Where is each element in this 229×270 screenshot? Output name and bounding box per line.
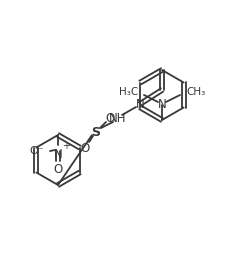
Text: O: O (53, 163, 63, 176)
Text: O: O (80, 141, 90, 154)
Text: H₃C: H₃C (119, 87, 138, 97)
Text: NH: NH (109, 112, 127, 124)
Text: +: + (62, 141, 70, 151)
Text: N: N (54, 148, 62, 161)
Text: O: O (105, 112, 115, 124)
Text: N: N (136, 97, 144, 110)
Text: CH₃: CH₃ (186, 87, 205, 97)
Text: O⁻: O⁻ (29, 146, 44, 156)
Text: N: N (158, 99, 166, 112)
Text: S: S (92, 126, 101, 139)
